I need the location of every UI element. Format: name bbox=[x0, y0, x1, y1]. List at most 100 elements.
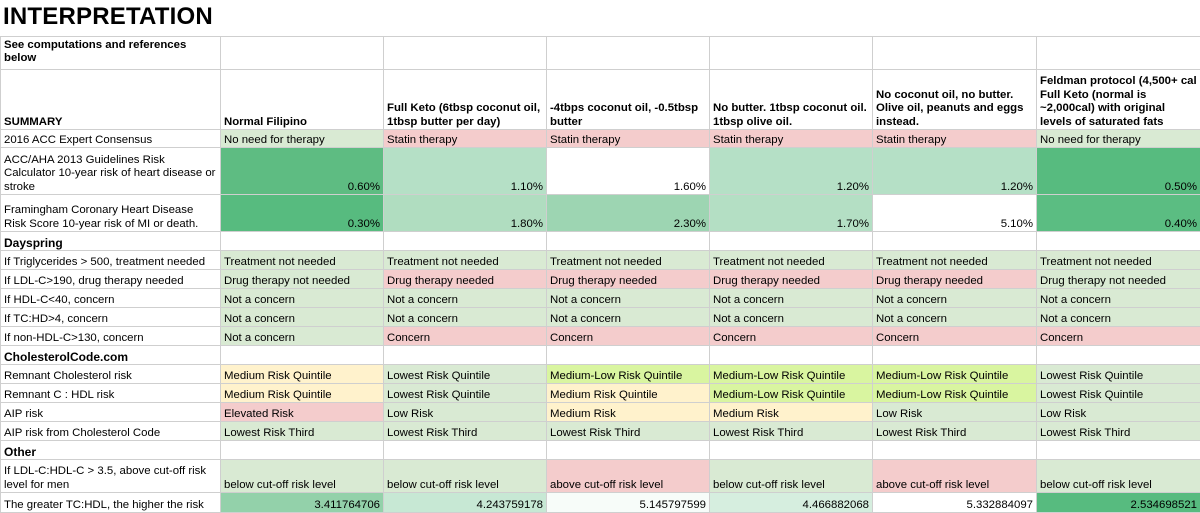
empty-cell[interactable] bbox=[710, 232, 873, 251]
column-header[interactable]: Feldman protocol (4,500+ cal Full Keto (… bbox=[1037, 70, 1200, 130]
value-cell[interactable]: Not a concern bbox=[873, 308, 1037, 327]
value-cell[interactable]: Not a concern bbox=[384, 289, 547, 308]
value-cell[interactable]: 5.332884097 bbox=[873, 493, 1037, 513]
row-label[interactable]: If HDL-C<40, concern bbox=[1, 289, 221, 308]
row-label[interactable]: Remnant Cholesterol risk bbox=[1, 365, 221, 384]
value-cell[interactable]: Lowest Risk Quintile bbox=[1037, 365, 1200, 384]
empty-cell[interactable] bbox=[221, 37, 384, 70]
value-cell[interactable]: above cut-off risk level bbox=[547, 460, 710, 493]
empty-cell[interactable] bbox=[1037, 441, 1200, 460]
row-label[interactable]: Framingham Coronary Heart Disease Risk S… bbox=[1, 195, 221, 232]
empty-cell[interactable] bbox=[1037, 232, 1200, 251]
empty-cell[interactable] bbox=[1037, 37, 1200, 70]
value-cell[interactable]: 0.40% bbox=[1037, 195, 1200, 232]
empty-cell[interactable] bbox=[873, 232, 1037, 251]
note-cell[interactable]: See computations and references below bbox=[1, 37, 221, 70]
row-label[interactable]: If non-HDL-C>130, concern bbox=[1, 327, 221, 346]
row-label[interactable]: AIP risk bbox=[1, 403, 221, 422]
value-cell[interactable]: 2.30% bbox=[547, 195, 710, 232]
value-cell[interactable]: Not a concern bbox=[710, 289, 873, 308]
empty-cell[interactable] bbox=[384, 346, 547, 365]
value-cell[interactable]: Concern bbox=[710, 327, 873, 346]
empty-cell[interactable] bbox=[873, 37, 1037, 70]
value-cell[interactable]: Drug therapy needed bbox=[547, 270, 710, 289]
value-cell[interactable]: Not a concern bbox=[221, 289, 384, 308]
value-cell[interactable]: 5.145797599 bbox=[547, 493, 710, 513]
value-cell[interactable]: Medium-Low Risk Quintile bbox=[873, 365, 1037, 384]
value-cell[interactable]: Concern bbox=[547, 327, 710, 346]
empty-cell[interactable] bbox=[221, 346, 384, 365]
column-header[interactable]: No butter. 1tbsp coconut oil. 1tbsp oliv… bbox=[710, 70, 873, 130]
value-cell[interactable]: 0.60% bbox=[221, 148, 384, 195]
empty-cell[interactable] bbox=[547, 232, 710, 251]
value-cell[interactable]: 1.20% bbox=[710, 148, 873, 195]
value-cell[interactable]: Statin therapy bbox=[873, 130, 1037, 148]
empty-cell[interactable] bbox=[710, 346, 873, 365]
value-cell[interactable]: 0.30% bbox=[221, 195, 384, 232]
empty-cell[interactable] bbox=[384, 37, 547, 70]
value-cell[interactable]: 1.60% bbox=[547, 148, 710, 195]
value-cell[interactable]: Not a concern bbox=[710, 308, 873, 327]
row-label[interactable]: 2016 ACC Expert Consensus bbox=[1, 130, 221, 148]
row-label[interactable]: If Triglycerides > 500, treatment needed bbox=[1, 251, 221, 270]
value-cell[interactable]: Medium Risk Quintile bbox=[221, 365, 384, 384]
value-cell[interactable]: Statin therapy bbox=[384, 130, 547, 148]
value-cell[interactable]: Not a concern bbox=[384, 308, 547, 327]
value-cell[interactable]: Drug therapy not needed bbox=[221, 270, 384, 289]
value-cell[interactable]: 5.10% bbox=[873, 195, 1037, 232]
value-cell[interactable]: Lowest Risk Third bbox=[710, 422, 873, 441]
value-cell[interactable]: Drug therapy needed bbox=[384, 270, 547, 289]
value-cell[interactable]: Drug therapy needed bbox=[710, 270, 873, 289]
empty-cell[interactable] bbox=[547, 346, 710, 365]
value-cell[interactable]: Elevated Risk bbox=[221, 403, 384, 422]
value-cell[interactable]: Statin therapy bbox=[710, 130, 873, 148]
value-cell[interactable]: No need for therapy bbox=[221, 130, 384, 148]
row-label[interactable]: If LDL-C:HDL-C > 3.5, above cut-off risk… bbox=[1, 460, 221, 493]
row-label[interactable]: AIP risk from Cholesterol Code bbox=[1, 422, 221, 441]
value-cell[interactable]: below cut-off risk level bbox=[1037, 460, 1200, 493]
value-cell[interactable]: Lowest Risk Quintile bbox=[384, 384, 547, 403]
value-cell[interactable]: Treatment not needed bbox=[384, 251, 547, 270]
value-cell[interactable]: 1.80% bbox=[384, 195, 547, 232]
value-cell[interactable]: Low Risk bbox=[384, 403, 547, 422]
value-cell[interactable]: below cut-off risk level bbox=[710, 460, 873, 493]
empty-cell[interactable] bbox=[710, 37, 873, 70]
empty-cell[interactable] bbox=[547, 37, 710, 70]
value-cell[interactable]: Concern bbox=[384, 327, 547, 346]
row-label[interactable]: If LDL-C>190, drug therapy needed bbox=[1, 270, 221, 289]
value-cell[interactable]: Concern bbox=[1037, 327, 1200, 346]
value-cell[interactable]: Medium Risk Quintile bbox=[547, 384, 710, 403]
value-cell[interactable]: Concern bbox=[873, 327, 1037, 346]
value-cell[interactable]: Not a concern bbox=[221, 327, 384, 346]
value-cell[interactable]: Medium Risk Quintile bbox=[221, 384, 384, 403]
value-cell[interactable]: Not a concern bbox=[1037, 308, 1200, 327]
value-cell[interactable]: Low Risk bbox=[873, 403, 1037, 422]
value-cell[interactable]: Treatment not needed bbox=[710, 251, 873, 270]
empty-cell[interactable] bbox=[1037, 346, 1200, 365]
summary-header[interactable]: SUMMARY bbox=[1, 70, 221, 130]
value-cell[interactable]: No need for therapy bbox=[1037, 130, 1200, 148]
column-header[interactable]: No coconut oil, no butter. Olive oil, pe… bbox=[873, 70, 1037, 130]
value-cell[interactable]: Medium Risk bbox=[547, 403, 710, 422]
value-cell[interactable]: Lowest Risk Quintile bbox=[384, 365, 547, 384]
section-heading[interactable]: Dayspring bbox=[1, 232, 221, 251]
value-cell[interactable]: Lowest Risk Third bbox=[1037, 422, 1200, 441]
value-cell[interactable]: 1.10% bbox=[384, 148, 547, 195]
row-label[interactable]: The greater TC:HDL, the higher the risk bbox=[1, 493, 221, 513]
value-cell[interactable]: Lowest Risk Third bbox=[384, 422, 547, 441]
value-cell[interactable]: Lowest Risk Third bbox=[547, 422, 710, 441]
value-cell[interactable]: Treatment not needed bbox=[221, 251, 384, 270]
value-cell[interactable]: Medium-Low Risk Quintile bbox=[547, 365, 710, 384]
value-cell[interactable]: 0.50% bbox=[1037, 148, 1200, 195]
row-label[interactable]: Remnant C : HDL risk bbox=[1, 384, 221, 403]
value-cell[interactable]: 1.70% bbox=[710, 195, 873, 232]
value-cell[interactable]: Lowest Risk Quintile bbox=[1037, 384, 1200, 403]
value-cell[interactable]: above cut-off risk level bbox=[873, 460, 1037, 493]
empty-cell[interactable] bbox=[873, 441, 1037, 460]
value-cell[interactable]: Treatment not needed bbox=[547, 251, 710, 270]
column-header[interactable]: Full Keto (6tbsp coconut oil, 1tbsp butt… bbox=[384, 70, 547, 130]
empty-cell[interactable] bbox=[547, 441, 710, 460]
value-cell[interactable]: Lowest Risk Third bbox=[873, 422, 1037, 441]
row-label[interactable]: If TC:HD>4, concern bbox=[1, 308, 221, 327]
value-cell[interactable]: Low Risk bbox=[1037, 403, 1200, 422]
